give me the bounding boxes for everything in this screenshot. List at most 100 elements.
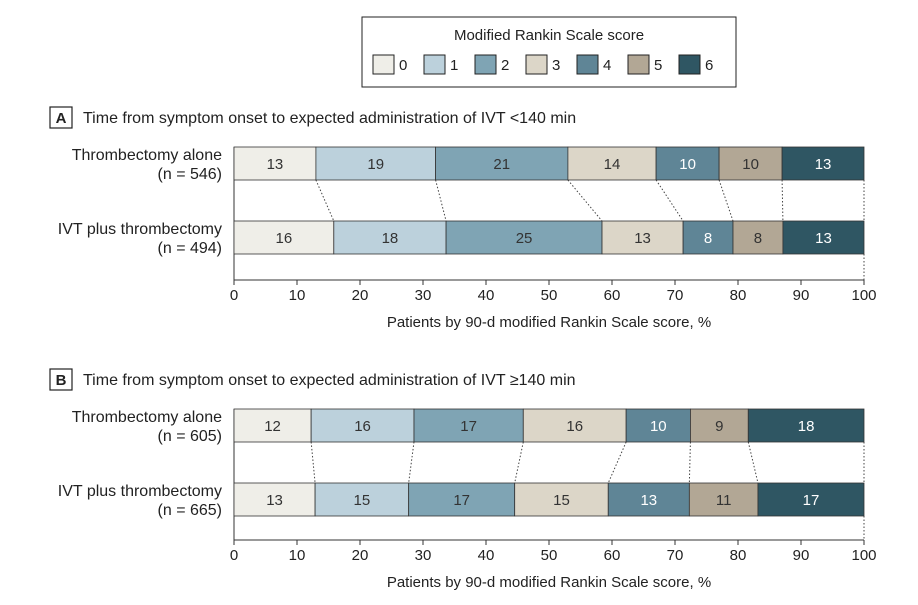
- segment-value-label: 18: [798, 418, 815, 435]
- x-tick-label: 60: [604, 547, 621, 564]
- x-tick-label: 20: [352, 547, 369, 564]
- segment-value-label: 13: [640, 492, 657, 509]
- bar-segment-score-6: [782, 220, 865, 255]
- x-tick-label: 80: [730, 287, 747, 304]
- bar-segment-score-4: [607, 482, 690, 517]
- connector-line: [718, 179, 734, 222]
- bar-segment-score-6: [747, 408, 865, 443]
- connector-line: [781, 179, 784, 222]
- bar-segment-score-5: [688, 482, 759, 517]
- connector-line: [408, 441, 415, 484]
- x-tick-label: 0: [230, 547, 238, 564]
- row-n-label: (n = 605): [158, 428, 222, 445]
- panel-a: A Time from symptom onset to expected ad…: [49, 106, 877, 331]
- segment-value-label: 13: [634, 230, 651, 247]
- connector-line: [688, 441, 691, 484]
- row-n-label: (n = 494): [158, 240, 222, 257]
- bar-segment-score-0: [233, 408, 312, 443]
- connector-line: [435, 179, 447, 222]
- row-label: IVT plus thrombectomy: [58, 221, 222, 238]
- segment-value-label: 19: [367, 156, 384, 173]
- x-tick-label: 50: [541, 287, 558, 304]
- row-label: IVT plus thrombectomy: [58, 483, 222, 500]
- bar-segment-score-5: [690, 408, 749, 443]
- row-n-label: (n = 665): [158, 502, 222, 519]
- bar-segment-score-0: [233, 220, 335, 255]
- connector-line: [514, 441, 524, 484]
- segment-value-label: 13: [267, 156, 284, 173]
- x-tick-label: 30: [415, 547, 432, 564]
- x-tick-label: 10: [289, 287, 306, 304]
- bar-segment-score-4: [682, 220, 734, 255]
- legend-swatch-3: [525, 54, 548, 75]
- connector-line: [747, 441, 759, 484]
- panel-a-title: Time from symptom onset to expected admi…: [83, 110, 576, 127]
- segment-value-label: 13: [815, 156, 832, 173]
- bar-segment-score-0: [233, 482, 316, 517]
- x-tick-label: 10: [289, 547, 306, 564]
- segment-value-label: 8: [754, 230, 762, 247]
- legend-label-0: 0: [399, 57, 407, 74]
- segment-value-label: 16: [276, 230, 293, 247]
- x-tick-label: 40: [478, 547, 495, 564]
- panel-a-plot: 13 19 21 14 10 10 13 Thrombectomy alone (n = 546…: [58, 146, 877, 304]
- bar-segment-score-2: [413, 408, 524, 443]
- x-tick-label: 50: [541, 547, 558, 564]
- legend-swatch-5: [627, 54, 650, 75]
- x-tick-label: 70: [667, 547, 684, 564]
- panel-b-letter-box: [49, 368, 73, 391]
- connector-line: [567, 179, 603, 222]
- x-tick-label: 90: [793, 287, 810, 304]
- legend: Modified Rankin Scale score 0 1 2 3 4 5 6: [361, 16, 737, 88]
- x-tick-label: 70: [667, 287, 684, 304]
- panel-b-plot: 12 16 17 16 10 9 18 Thrombectomy alone (n = 605)…: [58, 408, 877, 564]
- segment-value-label: 10: [650, 418, 667, 435]
- panel-b-letter: B: [56, 372, 67, 389]
- x-tick-label: 100: [851, 287, 876, 304]
- panel-b-title: Time from symptom onset to expected admi…: [83, 372, 576, 389]
- panel-b: B Time from symptom onset to expected ad…: [49, 368, 877, 591]
- connector-line: [310, 441, 316, 484]
- connector-line: [607, 441, 627, 484]
- bar-segment-score-1: [314, 482, 410, 517]
- segment-value-label: 14: [604, 156, 621, 173]
- segment-value-label: 16: [354, 418, 371, 435]
- connector-line: [655, 179, 684, 222]
- panel-a-letter: A: [56, 110, 67, 127]
- segment-value-label: 15: [354, 492, 371, 509]
- bar-segment-score-3: [601, 220, 684, 255]
- legend-swatch-2: [474, 54, 497, 75]
- legend-swatch-1: [423, 54, 446, 75]
- x-tick-label: 100: [851, 547, 876, 564]
- bar-segment-score-6: [757, 482, 865, 517]
- segment-value-label: 9: [715, 418, 723, 435]
- panel-a-x-axis-label: Patients by 90-d modified Rankin Scale s…: [387, 314, 711, 331]
- legend-label-3: 3: [552, 57, 560, 74]
- row-label: Thrombectomy alone: [72, 147, 222, 164]
- legend-swatch-4: [576, 54, 599, 75]
- segment-value-label: 12: [264, 418, 281, 435]
- bar-segment-score-0: [233, 146, 317, 181]
- bar-segment-score-3: [514, 482, 609, 517]
- x-tick-label: 80: [730, 547, 747, 564]
- legend-swatch-6: [678, 54, 701, 75]
- row-n-label: (n = 546): [158, 166, 222, 183]
- legend-label-4: 4: [603, 57, 611, 74]
- legend-swatch-0: [372, 54, 395, 75]
- segment-value-label: 15: [553, 492, 570, 509]
- segment-value-label: 16: [566, 418, 583, 435]
- segment-value-label: 21: [493, 156, 510, 173]
- segment-value-label: 13: [815, 230, 832, 247]
- row-label: Thrombectomy alone: [72, 409, 222, 426]
- x-tick-label: 30: [415, 287, 432, 304]
- segment-value-label: 17: [453, 492, 470, 509]
- legend-box: [361, 16, 737, 88]
- legend-label-1: 1: [450, 57, 458, 74]
- legend-title: Modified Rankin Scale score: [454, 27, 644, 44]
- segment-value-label: 17: [803, 492, 820, 509]
- segment-value-label: 10: [742, 156, 759, 173]
- bar-segment-score-3: [567, 146, 657, 181]
- x-tick-label: 20: [352, 287, 369, 304]
- legend-label-6: 6: [705, 57, 713, 74]
